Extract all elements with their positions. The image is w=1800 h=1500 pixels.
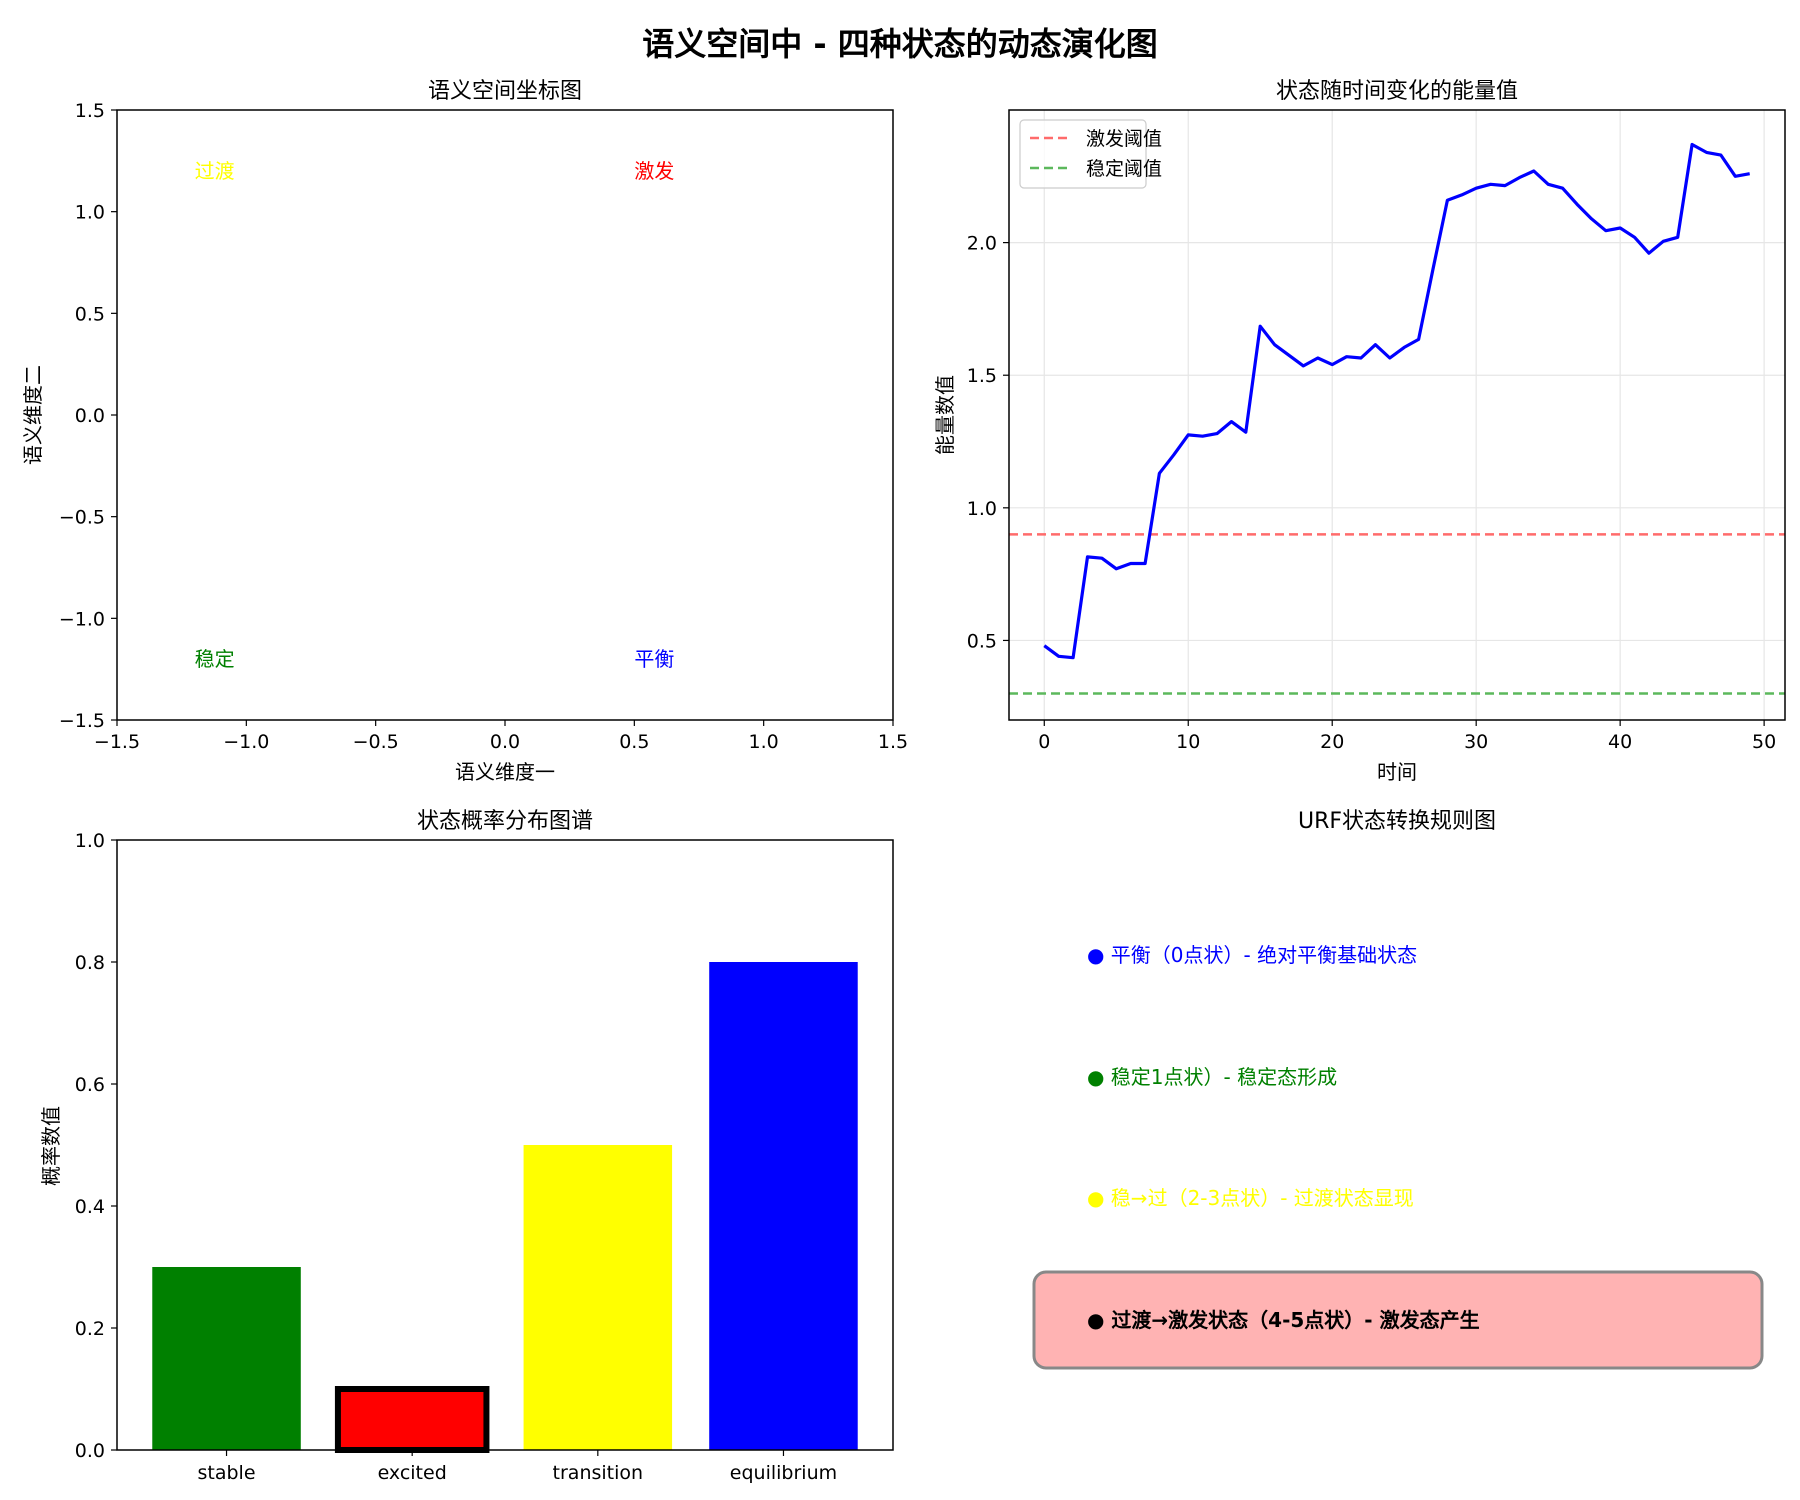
- x-tick-label: −1.0: [223, 731, 269, 753]
- state-annotation: 稳定: [195, 647, 235, 671]
- y-tick-label: 0.8: [75, 952, 105, 974]
- chart2-xlabel: 时间: [1377, 760, 1417, 784]
- x-tick-label: 1.5: [878, 731, 908, 753]
- chart2-legend: 激发阈值 稳定阈值: [1019, 119, 1162, 189]
- state-annotation: 平衡: [634, 647, 674, 671]
- chart2-ticks: 0 10 20 30 40 50 0.5 1.0 1.5 2.0: [967, 233, 1776, 753]
- chart2-title: 状态随时间变化的能量值: [1276, 79, 1518, 104]
- chart4-title: URF状态转换规则图: [1298, 809, 1496, 834]
- y-tick-label: 0.0: [75, 1440, 105, 1462]
- y-tick-label: 1.0: [75, 202, 105, 224]
- y-tick-label: 1.5: [75, 100, 105, 122]
- legend-label-stable: 稳定阈值: [1086, 158, 1162, 180]
- y-tick-label: 1.0: [967, 498, 997, 520]
- chart2-reference-lines: [1009, 533, 1785, 695]
- y-tick-label: 1.0: [75, 830, 105, 852]
- y-tick-label: −1.0: [59, 608, 105, 630]
- chart3-bars: [152, 962, 858, 1453]
- chart3-title: 状态概率分布图谱: [417, 809, 593, 834]
- rule-highlight-box: [1032, 1270, 1764, 1370]
- state-annotation: 激发: [634, 159, 674, 183]
- chart1-xlabel: 语义维度一: [455, 760, 555, 784]
- y-tick-label: 2.0: [967, 233, 997, 255]
- x-tick-label: 0: [1038, 731, 1050, 753]
- chart1-axes-frame: [116, 109, 894, 721]
- energy-line-chart: 状态随时间变化的能量值 时间 能量数值 0 10 20 30 40 50 0.5 1.0 1.5…: [933, 79, 1786, 784]
- x-tick-label: 1.0: [749, 731, 779, 753]
- x-tick-label: 0.0: [490, 731, 520, 753]
- bar-stable: [152, 1267, 301, 1450]
- chart2-ylabel: 能量数值: [933, 375, 957, 455]
- y-tick-label: 1.5: [967, 365, 997, 387]
- bar-excited: [334, 1386, 490, 1453]
- y-tick-label: −0.5: [59, 507, 105, 529]
- x-tick-label: 50: [1752, 731, 1776, 753]
- chart2-grid: [1009, 110, 1785, 720]
- y-tick-label: 0.5: [967, 630, 997, 652]
- figure-title: 语义空间中 - 四种状态的动态演化图: [642, 25, 1158, 63]
- rule-item: ● 平衡（0点状）- 绝对平衡基础状态: [1087, 943, 1417, 967]
- x-tick-label: 10: [1176, 731, 1200, 753]
- rule-item: ● 过渡→激发状态（4-5点状）- 激发态产生: [1087, 1308, 1480, 1332]
- chart1-ylabel: 语义维度二: [21, 365, 45, 465]
- x-tick-label: −0.5: [353, 731, 399, 753]
- y-tick-label: 0.2: [75, 1318, 105, 1340]
- x-tick-label: stable: [198, 1462, 256, 1484]
- x-tick-label: 40: [1608, 731, 1632, 753]
- chart2-axes-frame: [1008, 109, 1786, 721]
- x-tick-label: 30: [1464, 731, 1488, 753]
- x-tick-label: equilibrium: [730, 1462, 837, 1484]
- rule-item: ● 稳→过（2-3点状）- 过渡状态显现: [1087, 1186, 1414, 1210]
- chart1-title: 语义空间坐标图: [428, 79, 582, 104]
- semantic-space-chart: 语义空间坐标图 语义维度一 语义维度二 −1.5 −1.0 −0.5 0.0 0.5 1.…: [21, 79, 908, 784]
- y-tick-label: 0.6: [75, 1074, 105, 1096]
- x-tick-label: −1.5: [94, 731, 140, 753]
- probability-bar-chart: 状态概率分布图谱 概率数值 0.0 0.2 0.4 0.6 0.8 1.0 stable ex…: [39, 809, 894, 1484]
- x-tick-label: excited: [378, 1462, 447, 1484]
- legend-label-excite: 激发阈值: [1086, 128, 1162, 150]
- state-annotation: 过渡: [195, 159, 235, 183]
- x-tick-label: 20: [1320, 731, 1344, 753]
- chart3-ticks: 0.0 0.2 0.4 0.6 0.8 1.0 stable excited transitio…: [75, 830, 837, 1484]
- y-tick-label: −1.5: [59, 710, 105, 732]
- bar-equilibrium: [709, 962, 858, 1450]
- y-tick-label: 0.4: [75, 1196, 105, 1218]
- chart2-series: [1043, 142, 1750, 660]
- chart1-ticks: −1.5 −1.0 −0.5 0.0 0.5 1.0 1.5 −1.5 −1.0 −0.5 0.0 0…: [59, 100, 908, 753]
- rules-list: ● 平衡（0点状）- 绝对平衡基础状态 ● 稳定1点状）- 稳定态形成 ● 稳→过（…: [1032, 943, 1764, 1370]
- x-tick-label: transition: [553, 1462, 644, 1484]
- energy-series-line: [1043, 142, 1750, 660]
- urf-rules-panel: URF状态转换规则图 ● 平衡（0点状）- 绝对平衡基础状态 ● 稳定1点状）- …: [1032, 809, 1764, 1370]
- x-tick-label: 0.5: [619, 731, 649, 753]
- chart3-axes-frame: [116, 839, 894, 1451]
- bar-transition: [523, 1145, 673, 1450]
- rule-item: ● 稳定1点状）- 稳定态形成: [1087, 1065, 1337, 1089]
- y-tick-label: 0.0: [75, 405, 105, 427]
- y-tick-label: 0.5: [75, 303, 105, 325]
- chart3-ylabel: 概率数值: [39, 1106, 63, 1186]
